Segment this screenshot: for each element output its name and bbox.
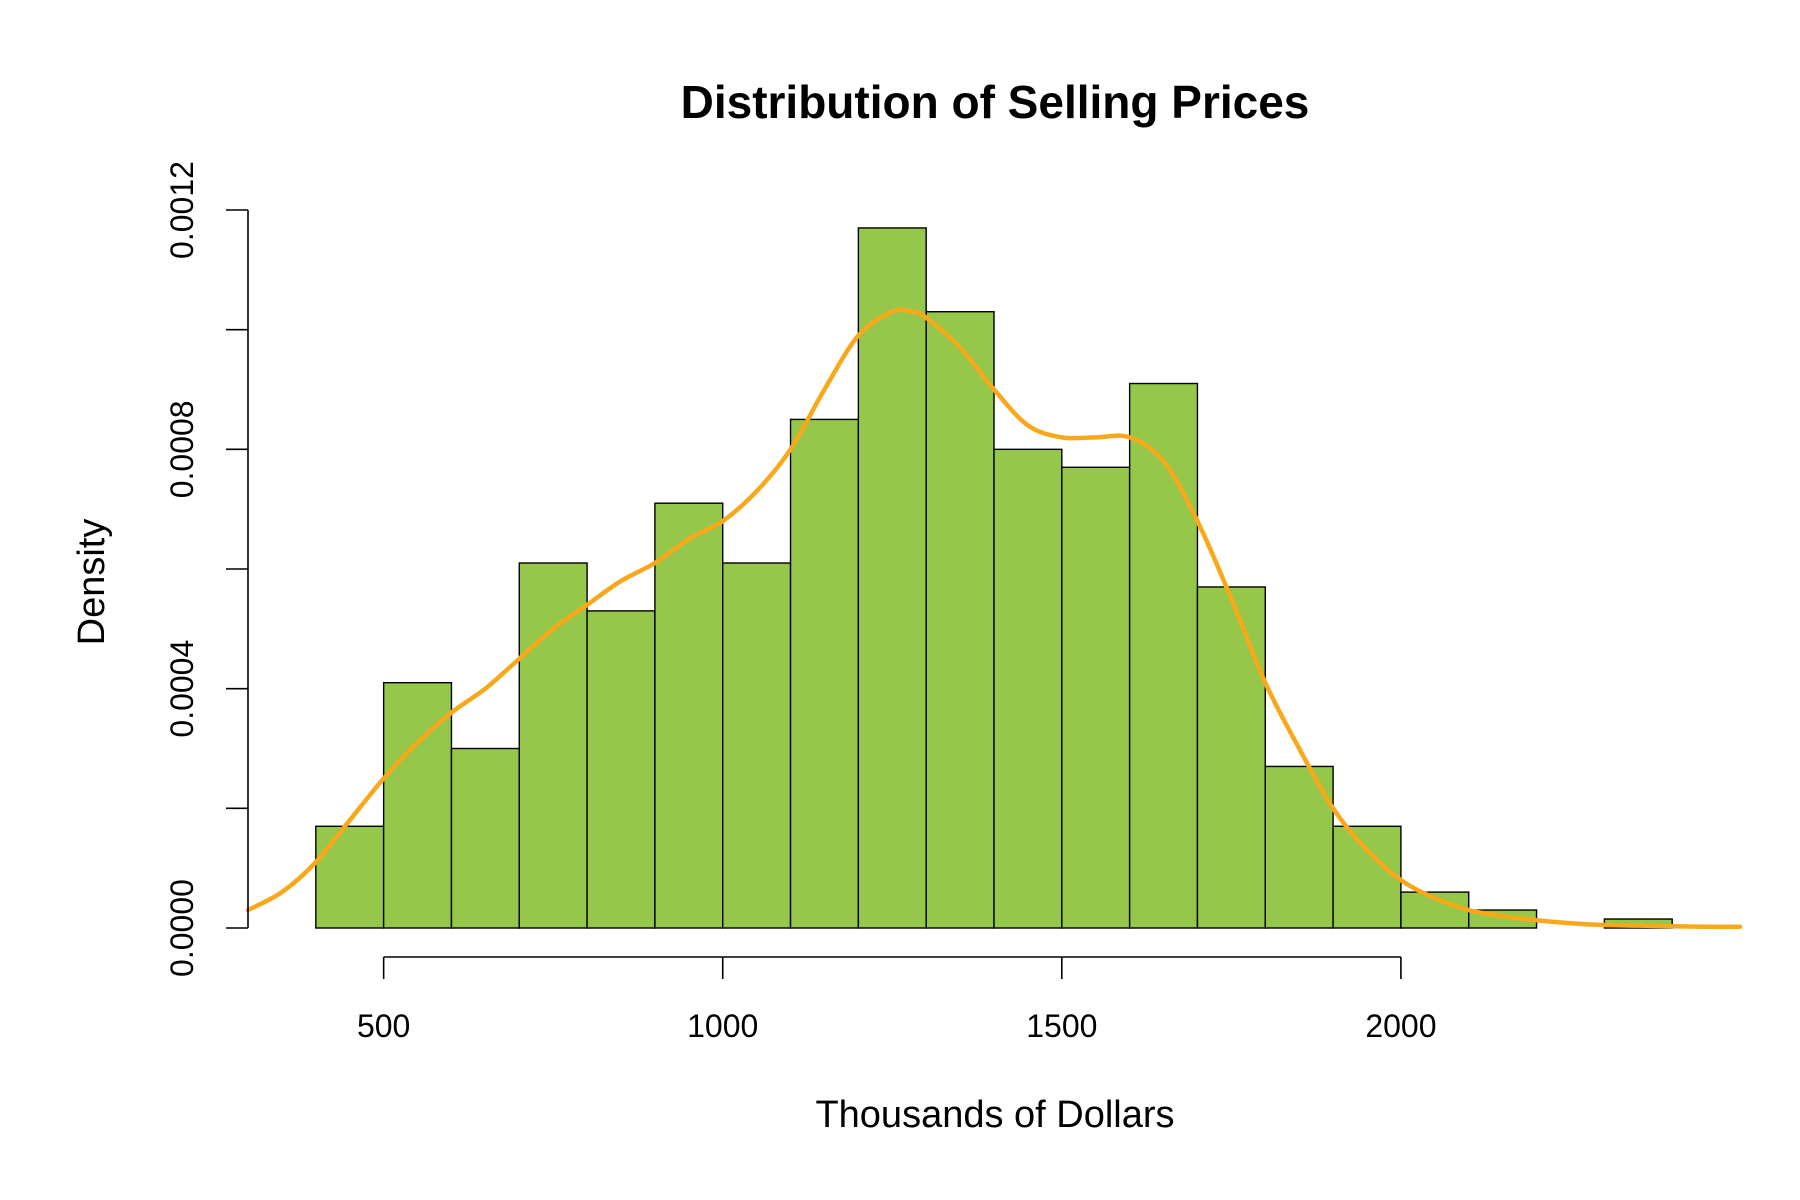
histogram-bar [450, 747, 520, 929]
y-axis-label: Density [71, 519, 113, 646]
x-tick-label: 500 [357, 1008, 410, 1044]
y-tick-label: 0.0012 [164, 161, 200, 259]
x-axis: 500 1000 1500 2000 [357, 956, 1437, 1044]
x-tick-label: 2000 [1365, 1008, 1436, 1044]
histogram-bar [586, 610, 656, 929]
curve-layer [245, 307, 1743, 930]
histogram-bar [1332, 825, 1402, 929]
histogram-bar [993, 448, 1063, 929]
histogram-bar [1061, 466, 1131, 929]
histogram-bar [1128, 382, 1199, 929]
x-tick-label: 1000 [687, 1008, 758, 1044]
histogram-bar [722, 562, 792, 929]
histogram-bar [925, 311, 995, 929]
x-tick-label: 1500 [1026, 1008, 1097, 1044]
y-tick-label: 0.0004 [164, 640, 200, 738]
histogram-bar [789, 418, 860, 929]
y-axis: 0.0000 0.0004 0.0008 0.0012 [164, 161, 249, 977]
histogram-bar [857, 227, 927, 929]
y-tick-label: 0.0000 [164, 879, 200, 977]
histogram-bar [654, 502, 724, 929]
y-tick-label: 0.0008 [164, 400, 200, 498]
histogram-bar [518, 562, 588, 929]
histogram-bar [315, 825, 385, 929]
x-axis-label: Thousands of Dollars [815, 1094, 1174, 1136]
bars-layer [315, 227, 1673, 929]
chart-title: Distribution of Selling Prices [681, 76, 1310, 128]
histogram-bar [1196, 586, 1266, 929]
density-curve [245, 307, 1743, 930]
